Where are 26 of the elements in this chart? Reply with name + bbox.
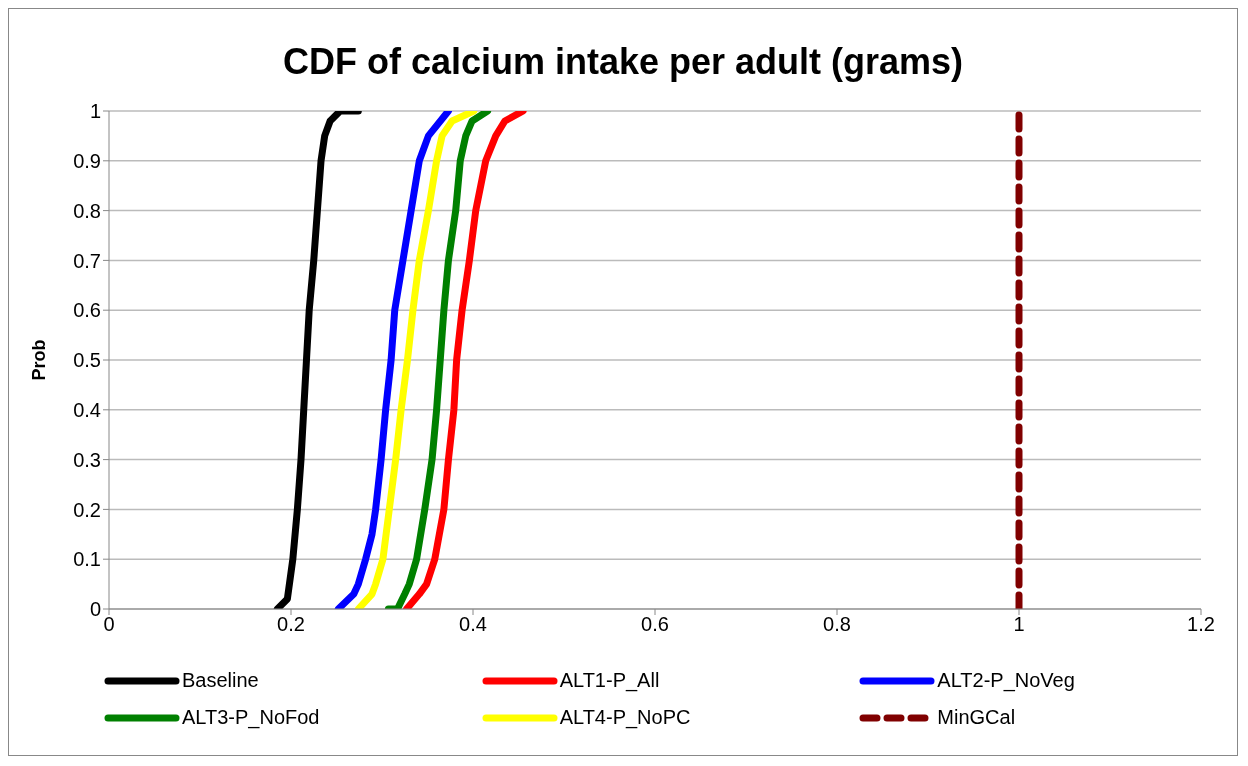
x-tick-label: 0.4 <box>459 613 487 636</box>
legend-label: MinGCal <box>937 706 1016 729</box>
y-tick-label: 0.2 <box>73 498 101 521</box>
y-tick-label: 0 <box>89 598 101 621</box>
y-tick-label: 1 <box>89 100 101 123</box>
legend-label: Baseline <box>182 669 259 692</box>
x-tick-label: 0.6 <box>641 613 669 636</box>
y-tick-label: 0.9 <box>73 149 101 172</box>
legend-label: ALT4-P_NoPC <box>559 706 691 729</box>
y-axis-title: Prob <box>29 339 50 381</box>
y-tick-label: 0.5 <box>73 349 101 372</box>
y-tick-label: 0.8 <box>73 199 101 222</box>
y-tick-label: 0.1 <box>73 548 101 571</box>
x-tick-label: 0.2 <box>277 613 305 636</box>
y-tick-label: 0.4 <box>73 398 101 421</box>
y-tick-label: 0.7 <box>73 249 101 272</box>
legend-label: ALT2-P_NoVeg <box>937 669 1075 692</box>
x-tick-label: 0 <box>103 613 115 636</box>
x-tick-label: 1 <box>1013 613 1025 636</box>
y-tick-label: 0.3 <box>73 448 101 471</box>
x-tick-label: 0.8 <box>823 613 851 636</box>
x-tick-label: 1.2 <box>1187 613 1215 636</box>
legend-label: ALT1-P_All <box>559 669 660 692</box>
chart-title: CDF of calcium intake per adult (grams) <box>281 40 965 84</box>
legend-label: ALT3-P_NoFod <box>182 706 320 729</box>
y-tick-label: 0.6 <box>73 299 101 322</box>
